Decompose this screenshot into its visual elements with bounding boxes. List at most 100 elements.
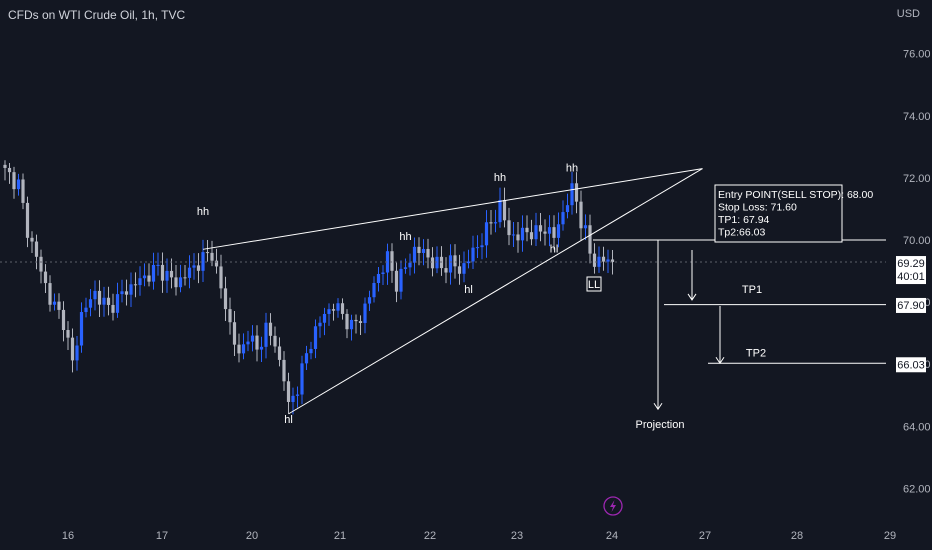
candle-body	[394, 270, 399, 292]
candle-body	[574, 183, 579, 202]
candle-body	[556, 224, 561, 238]
candle-body	[453, 255, 457, 267]
candle-body	[390, 251, 394, 271]
candle-body	[561, 212, 565, 225]
candle-body	[264, 322, 268, 347]
candle-body	[421, 248, 426, 253]
ll-label: LL	[588, 279, 600, 291]
candle-body	[543, 231, 547, 234]
candle-body	[381, 272, 385, 274]
candle-body	[84, 307, 88, 313]
candle-body	[178, 277, 183, 288]
candle-body	[34, 241, 39, 257]
candle-body	[169, 270, 174, 278]
candle-body	[367, 297, 372, 304]
candle-body	[7, 167, 12, 173]
candle-body	[516, 234, 520, 241]
candle-body	[246, 341, 250, 345]
candle-body	[52, 301, 57, 305]
candle-body	[232, 322, 237, 345]
candle-body	[327, 309, 331, 314]
candle-body	[547, 227, 552, 234]
candle-body	[102, 297, 106, 305]
time-tick-label: 23	[511, 530, 523, 542]
candle-body	[435, 256, 439, 269]
candle-body	[21, 179, 25, 203]
candle-body	[309, 348, 313, 354]
candle-body	[268, 322, 273, 336]
candle-body	[502, 200, 507, 221]
time-axis[interactable]: 16 17 20 21 22 23 24 27 28 29	[62, 530, 896, 542]
candle-body	[255, 335, 259, 350]
candle-body	[588, 225, 592, 254]
swing-label: hh	[494, 172, 506, 184]
candle-body	[534, 225, 538, 240]
time-tick-label: 16	[62, 530, 74, 542]
candle-body	[93, 290, 97, 300]
candle-body	[300, 363, 304, 395]
candle-body	[228, 309, 232, 323]
candle-body	[471, 247, 475, 262]
candle-body	[259, 346, 264, 350]
candle-body	[484, 222, 489, 246]
lightning-icon[interactable]	[603, 496, 623, 516]
candle-body	[291, 395, 295, 402]
candle-body	[151, 265, 156, 282]
candle-body	[354, 319, 358, 322]
candle-body	[219, 266, 223, 289]
candle-body	[498, 200, 502, 223]
candle-body	[322, 313, 327, 323]
candle-body	[115, 294, 120, 313]
price-tick-label: 74.00	[903, 111, 931, 123]
candle-body	[187, 267, 192, 278]
candle-body	[426, 248, 430, 258]
candle-body	[273, 335, 277, 347]
candle-body	[525, 227, 529, 233]
swing-label: hh	[399, 231, 411, 243]
candle-body	[606, 259, 610, 262]
candle-body	[142, 275, 147, 279]
candle-body	[61, 309, 66, 331]
candle-body	[124, 291, 129, 295]
time-tick-label: 20	[246, 530, 258, 542]
tp2-price-label: 66.03	[897, 359, 925, 371]
candle-body	[277, 346, 282, 360]
time-tick-label: 22	[424, 530, 436, 542]
candle-body	[12, 172, 16, 190]
candle-body	[66, 330, 70, 338]
candle-body	[250, 335, 255, 342]
candle-body	[138, 278, 142, 286]
candle-body	[511, 234, 516, 236]
candle-body	[129, 284, 133, 295]
symbol-title[interactable]: CFDs on WTI Crude Oil, 1h, TVC	[8, 8, 186, 22]
candle-body	[214, 260, 219, 267]
candle-body	[196, 265, 201, 271]
swing-label: hl	[550, 243, 559, 255]
candle-body	[349, 319, 354, 330]
candle-body	[111, 304, 115, 313]
candle-body	[183, 277, 187, 279]
candle-body	[448, 255, 453, 273]
candle-body	[444, 268, 448, 273]
candle-body	[286, 381, 291, 402]
candle-body	[165, 270, 169, 281]
candle-body	[403, 267, 408, 269]
candle-body	[16, 179, 21, 190]
candle-body	[583, 225, 588, 229]
candle-body	[538, 225, 543, 232]
candle-body	[592, 253, 597, 267]
candle-body	[430, 257, 435, 269]
candle-body	[313, 326, 318, 349]
candle-body	[241, 344, 246, 354]
candle-body	[601, 256, 606, 262]
tp1-label: TP1	[742, 284, 762, 296]
currency-label: USD	[896, 8, 920, 20]
candle-body	[331, 309, 336, 311]
candle-body	[385, 251, 390, 273]
candle-body	[43, 271, 48, 284]
time-tick-label: 17	[156, 530, 168, 542]
trade-info-box	[714, 184, 843, 243]
swing-label: hl	[464, 284, 473, 296]
candle-body	[88, 299, 93, 308]
